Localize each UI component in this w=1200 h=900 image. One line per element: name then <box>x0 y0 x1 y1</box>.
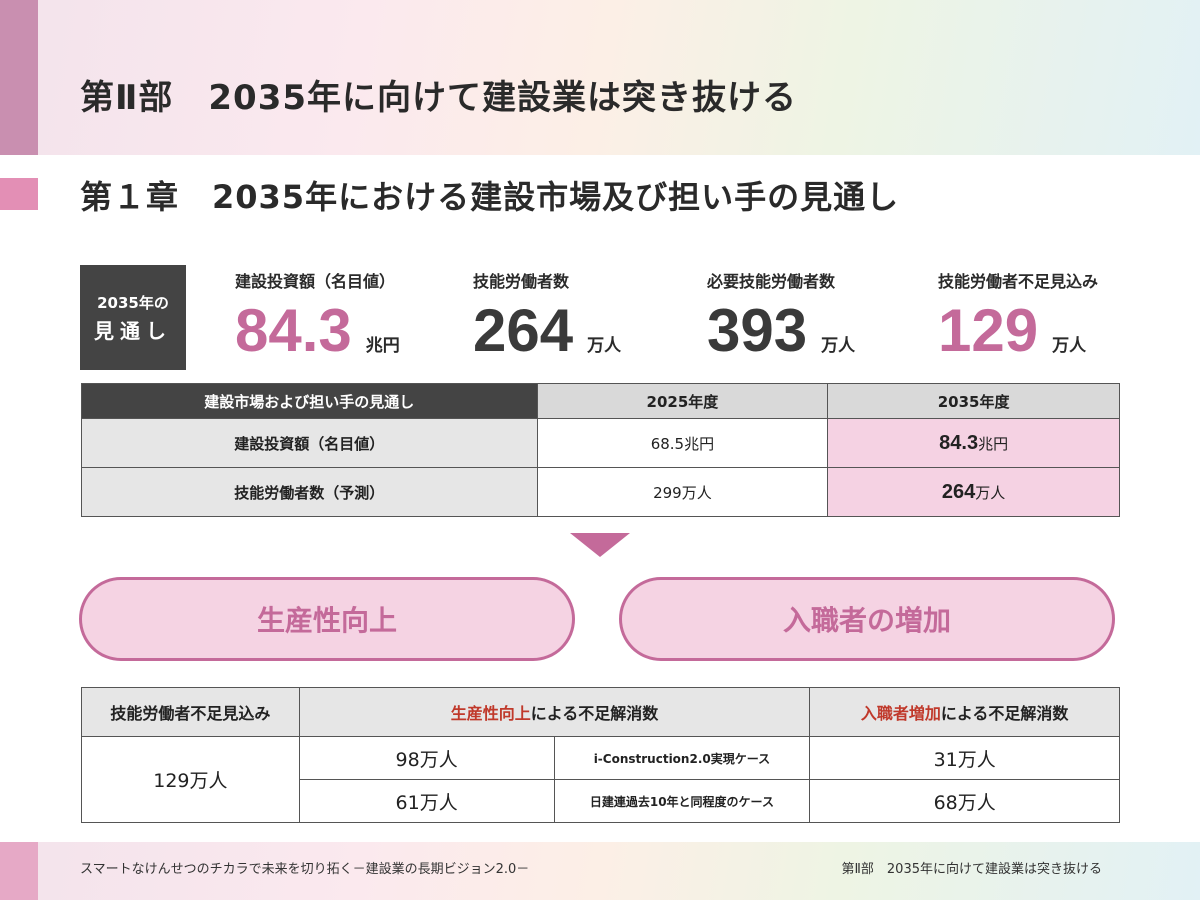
header-text: による不足解消数 <box>530 704 659 723</box>
stat-label: 必要技能労働者数 <box>707 272 836 291</box>
footer-caption: スマートなけんせつのチカラで未来を切り拓く－建設業の長期ビジョン2.0－ <box>80 862 530 877</box>
shortage-table: 技能労働者不足見込み 生産性向上による不足解消数 入職者増加による不足解消数 1… <box>81 687 1120 823</box>
pill-label: 入職者の増加 <box>782 604 951 637</box>
table-header-cell: 生産性向上による不足解消数 <box>298 687 811 737</box>
down-arrow-icon <box>570 533 630 557</box>
table-row: 建設投資額（名目値） 68.5兆円 84.3兆円 <box>81 418 1120 468</box>
stat-unit: 万人 <box>1052 336 1087 356</box>
table-header-row: 技能労働者不足見込み 生産性向上による不足解消数 入職者増加による不足解消数 <box>81 687 1120 737</box>
row-label: 技能労働者数（予測） <box>81 467 538 517</box>
outlook-label-line2: 見通し <box>94 318 172 343</box>
value-2025: 299万人 <box>536 467 829 517</box>
table-header-cell: 2025年度 <box>536 383 829 419</box>
stat-unit: 兆円 <box>365 336 400 356</box>
table-header-cell: 入職者増加による不足解消数 <box>809 687 1120 737</box>
header-highlight: 生産性向上 <box>450 704 531 723</box>
case-label: 日建連過去10年と同程度のケース <box>553 779 811 823</box>
header-text: による不足解消数 <box>940 704 1069 723</box>
outlook-label-line1: 2035年の <box>97 293 169 312</box>
chapter-marker <box>0 178 38 210</box>
footer-accent-bar <box>0 842 38 900</box>
entrants-value: 31万人 <box>809 736 1120 780</box>
table-header-cell: 2035年度 <box>827 383 1120 419</box>
stat-worker-shortage: 技能労働者不足見込み 129 万人 <box>938 268 1098 366</box>
table-header-cell: 建設市場および担い手の見通し <box>81 383 538 419</box>
footer-part-label: 第Ⅱ部 2035年に向けて建設業は突き抜ける <box>841 862 1102 877</box>
pill-productivity: 生産性向上 <box>79 577 575 661</box>
table-header-cell: 技能労働者不足見込み <box>81 687 300 737</box>
header-band <box>0 0 1200 155</box>
value-2025: 68.5兆円 <box>536 418 829 468</box>
pill-label: 生産性向上 <box>256 604 397 637</box>
entrants-value: 68万人 <box>809 779 1120 823</box>
stat-label: 技能労働者数 <box>473 272 570 291</box>
stat-value: 129 <box>938 297 1039 364</box>
stat-required-workers: 必要技能労働者数 393 万人 <box>707 268 855 366</box>
table-row: 61万人 日建連過去10年と同程度のケース 68万人 <box>82 779 1120 823</box>
value-2035-unit: 万人 <box>975 483 1006 502</box>
table-row: 129万人 98万人 i-Construction2.0実現ケース 31万人 <box>81 736 1120 823</box>
footer-band <box>0 842 1200 900</box>
case-label: i-Construction2.0実現ケース <box>553 736 811 780</box>
table-row: 技能労働者数（予測） 299万人 264万人 <box>81 467 1120 517</box>
stat-unit: 万人 <box>587 336 622 356</box>
productivity-value: 61万人 <box>298 779 555 823</box>
pill-new-entrants: 入職者の増加 <box>619 577 1115 661</box>
part-title: 第Ⅱ部 2035年に向けて建設業は突き抜ける <box>80 78 798 118</box>
stat-skilled-workers: 技能労働者数 264 万人 <box>473 268 621 366</box>
outlook-label-box: 2035年の 見通し <box>80 265 186 370</box>
productivity-value: 98万人 <box>298 736 555 780</box>
header-highlight: 入職者増加 <box>860 704 941 723</box>
value-2035-number: 264 <box>941 480 976 503</box>
chapter-title: 第１章 2035年における建設市場及び担い手の見通し <box>80 178 900 216</box>
table-header-row: 建設市場および担い手の見通し 2025年度 2035年度 <box>81 383 1120 419</box>
outlook-table: 建設市場および担い手の見通し 2025年度 2035年度 建設投資額（名目値） … <box>81 383 1120 517</box>
row-label: 建設投資額（名目値） <box>81 418 538 468</box>
value-2035: 264万人 <box>827 467 1120 517</box>
header-accent-bar <box>0 0 38 155</box>
value-2035-number: 84.3 <box>939 431 979 454</box>
stat-unit: 万人 <box>821 336 856 356</box>
stat-value: 264 <box>473 297 574 364</box>
stat-value: 393 <box>707 297 808 364</box>
stat-label: 建設投資額（名目値） <box>235 272 396 291</box>
shortage-value: 129万人 <box>81 736 300 823</box>
value-2035-unit: 兆円 <box>978 434 1009 453</box>
stat-label: 技能労働者不足見込み <box>938 272 1099 291</box>
value-2035: 84.3兆円 <box>827 418 1120 468</box>
stat-value: 84.3 <box>235 297 352 364</box>
stat-investment: 建設投資額（名目値） 84.3 兆円 <box>235 268 400 366</box>
